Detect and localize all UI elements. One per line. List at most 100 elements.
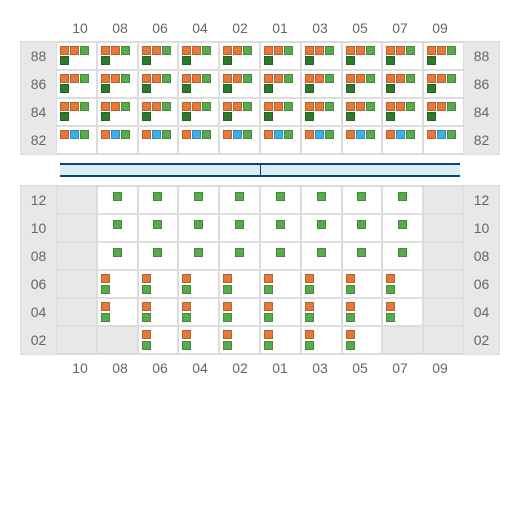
rack-cell[interactable] — [342, 242, 383, 270]
rack-cell[interactable] — [178, 214, 219, 242]
rack-cell[interactable] — [342, 326, 383, 354]
rack-cell[interactable] — [56, 326, 97, 354]
rack-cell[interactable] — [342, 70, 383, 98]
rack-cell[interactable] — [56, 98, 97, 126]
rack-cell[interactable] — [260, 298, 301, 326]
rack-cell[interactable] — [423, 242, 464, 270]
rack-cell[interactable] — [342, 42, 383, 70]
rack-cell[interactable] — [97, 98, 138, 126]
rack-cell[interactable] — [138, 242, 179, 270]
rack-cell[interactable] — [423, 98, 464, 126]
rack-cell[interactable] — [97, 242, 138, 270]
rack-cell[interactable] — [301, 98, 342, 126]
rack-cell[interactable] — [301, 42, 342, 70]
rack-cell[interactable] — [97, 70, 138, 98]
rack-cell[interactable] — [138, 126, 179, 154]
rack-cell[interactable] — [219, 326, 260, 354]
rack-cell[interactable] — [97, 186, 138, 214]
rack-cell[interactable] — [56, 214, 97, 242]
rack-cell[interactable] — [260, 42, 301, 70]
rack-cell[interactable] — [301, 214, 342, 242]
rack-cell[interactable] — [138, 186, 179, 214]
rack-cell[interactable] — [178, 298, 219, 326]
rack-cell[interactable] — [342, 214, 383, 242]
rack-cell[interactable] — [260, 186, 301, 214]
rack-cell[interactable] — [219, 242, 260, 270]
rack-cell[interactable] — [423, 186, 464, 214]
rack-cell[interactable] — [97, 214, 138, 242]
rack-cell[interactable] — [342, 186, 383, 214]
rack-cell[interactable] — [423, 214, 464, 242]
rack-cell[interactable] — [56, 298, 97, 326]
rack-cell[interactable] — [342, 270, 383, 298]
rack-cell[interactable] — [260, 214, 301, 242]
rack-cell[interactable] — [219, 42, 260, 70]
rack-cell[interactable] — [138, 214, 179, 242]
rack-cell[interactable] — [382, 326, 423, 354]
rack-cell[interactable] — [178, 98, 219, 126]
rack-cell[interactable] — [97, 298, 138, 326]
rack-cell[interactable] — [423, 270, 464, 298]
rack-cell[interactable] — [219, 214, 260, 242]
rack-cell[interactable] — [260, 242, 301, 270]
rack-cell[interactable] — [219, 70, 260, 98]
rack-cell[interactable] — [56, 270, 97, 298]
rack-cell[interactable] — [382, 186, 423, 214]
rack-cell[interactable] — [301, 186, 342, 214]
rack-cell[interactable] — [138, 270, 179, 298]
rack-cell[interactable] — [56, 242, 97, 270]
rack-cell[interactable] — [178, 186, 219, 214]
rack-cell[interactable] — [301, 326, 342, 354]
rack-cell[interactable] — [301, 298, 342, 326]
rack-cell[interactable] — [260, 98, 301, 126]
rack-cell[interactable] — [219, 126, 260, 154]
rack-cell[interactable] — [138, 98, 179, 126]
rack-cell[interactable] — [342, 98, 383, 126]
rack-cell[interactable] — [342, 298, 383, 326]
rack-cell[interactable] — [219, 270, 260, 298]
rack-cell[interactable] — [56, 186, 97, 214]
rack-cell[interactable] — [260, 270, 301, 298]
rack-cell[interactable] — [301, 270, 342, 298]
rack-cell[interactable] — [423, 326, 464, 354]
rack-cell[interactable] — [97, 326, 138, 354]
rack-cell[interactable] — [219, 298, 260, 326]
rack-cell[interactable] — [56, 42, 97, 70]
rack-cell[interactable] — [342, 126, 383, 154]
rack-cell[interactable] — [423, 42, 464, 70]
rack-cell[interactable] — [423, 126, 464, 154]
rack-cell[interactable] — [301, 242, 342, 270]
rack-cell[interactable] — [260, 326, 301, 354]
rack-cell[interactable] — [260, 126, 301, 154]
rack-cell[interactable] — [301, 70, 342, 98]
rack-cell[interactable] — [138, 326, 179, 354]
rack-cell[interactable] — [178, 326, 219, 354]
rack-cell[interactable] — [56, 126, 97, 154]
rack-cell[interactable] — [178, 126, 219, 154]
rack-cell[interactable] — [382, 214, 423, 242]
rack-cell[interactable] — [178, 42, 219, 70]
rack-cell[interactable] — [219, 98, 260, 126]
rack-cell[interactable] — [138, 298, 179, 326]
rack-cell[interactable] — [97, 42, 138, 70]
rack-cell[interactable] — [423, 298, 464, 326]
rack-cell[interactable] — [382, 270, 423, 298]
rack-cell[interactable] — [382, 242, 423, 270]
rack-cell[interactable] — [138, 70, 179, 98]
rack-cell[interactable] — [97, 270, 138, 298]
rack-cell[interactable] — [56, 70, 97, 98]
rack-cell[interactable] — [382, 70, 423, 98]
rack-cell[interactable] — [423, 70, 464, 98]
rack-cell[interactable] — [97, 126, 138, 154]
rack-cell[interactable] — [382, 98, 423, 126]
rack-cell[interactable] — [219, 186, 260, 214]
rack-cell[interactable] — [260, 70, 301, 98]
rack-cell[interactable] — [382, 298, 423, 326]
rack-cell[interactable] — [382, 42, 423, 70]
rack-cell[interactable] — [178, 270, 219, 298]
rack-cell[interactable] — [138, 42, 179, 70]
rack-cell[interactable] — [178, 242, 219, 270]
rack-cell[interactable] — [301, 126, 342, 154]
rack-cell[interactable] — [178, 70, 219, 98]
rack-cell[interactable] — [382, 126, 423, 154]
